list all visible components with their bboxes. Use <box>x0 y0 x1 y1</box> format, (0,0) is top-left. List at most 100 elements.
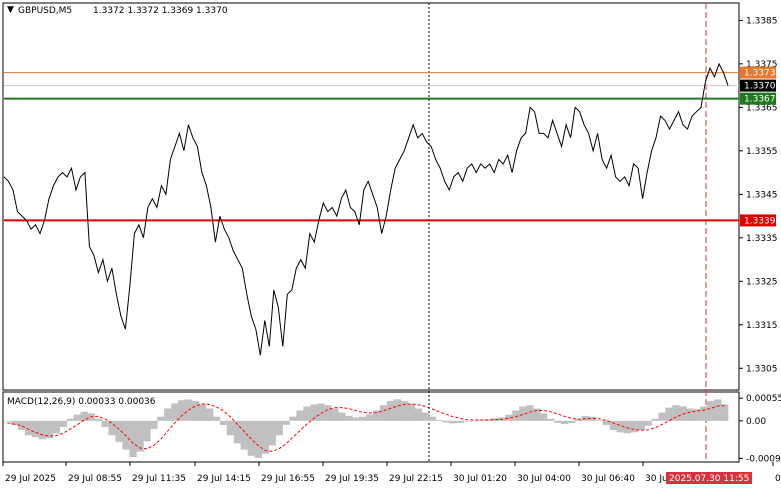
macd-histogram-bar <box>331 408 339 421</box>
macd-histogram-bar <box>707 401 715 421</box>
macd-histogram-bar <box>338 412 346 421</box>
macd-histogram-bar <box>303 406 311 421</box>
macd-histogram-bar <box>637 420 645 430</box>
crosshair-time-bg <box>666 472 752 484</box>
macd-histogram-bar <box>282 420 290 425</box>
macd-histogram-bar <box>4 420 12 422</box>
macd-histogram-bar <box>212 416 221 421</box>
macd-histogram-bar <box>519 406 527 421</box>
price-series-line <box>3 62 729 356</box>
macd-histogram-bar <box>101 420 109 427</box>
macd-histogram-bar <box>407 404 416 421</box>
macd-histogram-bar <box>665 407 673 421</box>
macd-histogram-bar <box>435 420 443 421</box>
macd-histogram-bar <box>658 412 666 421</box>
resistance-orange-label-bg <box>740 66 776 79</box>
symbol-dropdown-icon[interactable]: ▼ <box>7 5 14 15</box>
macd-histogram-bar <box>296 410 304 421</box>
macd-histogram-bar <box>240 420 249 450</box>
macd-histogram-bar <box>463 420 471 422</box>
price-tick-label: 1.3315 <box>746 321 778 331</box>
macd-histogram-bar <box>17 420 26 430</box>
time-tick-label: 30 Jul 04:00 <box>517 474 571 484</box>
macd-histogram-bar <box>393 399 402 421</box>
macd-histogram-bar <box>268 420 276 446</box>
macd-histogram-bar <box>714 399 722 421</box>
macd-histogram-bar <box>198 404 207 421</box>
macd-histogram-bar <box>45 420 54 439</box>
time-tick-label: 30 Jul <box>645 474 670 484</box>
macd-tick-label: 0.00 <box>746 417 766 427</box>
macd-histogram-bar <box>261 420 269 454</box>
price-tick-label: 1.3385 <box>746 16 778 26</box>
macd-histogram-bar <box>414 408 423 421</box>
macd-histogram-bar <box>80 411 88 421</box>
macd-histogram-bar <box>386 401 395 421</box>
macd-histogram-bar <box>345 415 353 421</box>
time-tick-label: 29 Jul 16:55 <box>261 474 315 484</box>
macd-histogram-bar <box>491 418 499 421</box>
macd-histogram-bar <box>379 405 388 421</box>
macd-histogram-bar <box>115 420 123 443</box>
macd-histogram-bar <box>366 414 374 421</box>
macd-histogram-bar <box>623 420 631 434</box>
macd-histogram-bar <box>616 420 624 433</box>
macd-histogram-bar <box>595 420 604 421</box>
macd-histogram-bar <box>630 420 638 433</box>
macd-histogram-bar <box>205 408 214 421</box>
macd-histogram-bar <box>289 416 297 421</box>
price-tick-label: 1.3375 <box>746 60 778 70</box>
support-green-label: 1.3367 <box>744 95 776 105</box>
macd-histogram-bar <box>143 420 151 442</box>
time-tick-label: 30 Jul 01:20 <box>453 474 507 484</box>
macd-histogram-bar <box>560 420 569 425</box>
macd-histogram-bar <box>24 420 33 436</box>
macd-tick-label: -0.00091 <box>746 454 781 464</box>
support-red-label-bg <box>740 214 776 227</box>
macd-histogram-bar <box>310 404 318 421</box>
macd-histogram-bar <box>574 418 583 421</box>
macd-label: MACD(12,26,9) 0.00033 0.00036 <box>7 397 156 407</box>
macd-histogram-bar <box>11 420 19 425</box>
macd-histogram-bar <box>505 414 513 421</box>
macd-histogram-bar <box>421 412 430 421</box>
macd-histogram-bar <box>686 408 694 421</box>
price-tick-label: 1.3325 <box>746 277 778 287</box>
macd-histogram-bar <box>94 418 102 421</box>
macd-histogram-bar <box>275 420 283 436</box>
macd-histogram-bar <box>59 420 68 427</box>
macd-histogram-bar <box>129 420 137 457</box>
macd-histogram-bar <box>317 403 325 421</box>
ohlc-quote: 1.3372 1.3372 1.3369 1.3370 <box>93 6 228 16</box>
support-red-label: 1.3339 <box>744 216 776 226</box>
price-tick-label: 1.3305 <box>746 364 778 374</box>
macd-histogram-bar <box>428 416 437 421</box>
macd-histogram-bar <box>721 404 729 421</box>
macd-histogram-bar <box>400 401 409 421</box>
time-tick-label: 00 <box>775 474 781 484</box>
macd-histogram-bar <box>31 420 40 438</box>
macd-histogram-bar <box>554 420 562 423</box>
macd-histogram-bar <box>602 420 611 425</box>
macd-histogram-bar <box>533 408 541 421</box>
current-price-label: 1.3370 <box>744 82 776 92</box>
price-panel[interactable] <box>2 2 740 391</box>
macd-histogram-bar <box>470 420 478 422</box>
macd-histogram-bar <box>359 416 367 421</box>
macd-histogram-bar <box>73 414 81 421</box>
macd-histogram-bar <box>157 416 165 421</box>
time-tick-label: 29 Jul 2025 <box>5 474 56 484</box>
macd-histogram-bar <box>192 401 200 421</box>
time-tick-label: 29 Jul 22:15 <box>389 474 443 484</box>
macd-histogram-bar <box>512 410 520 421</box>
macd-histogram-bar <box>547 418 555 421</box>
macd-histogram-bar <box>150 420 158 429</box>
macd-histogram-bar <box>693 409 701 421</box>
macd-histogram-bar <box>254 420 262 458</box>
macd-histogram-bar <box>52 420 61 434</box>
macd-histogram-bar <box>373 410 381 421</box>
macd-histogram-bar <box>526 405 534 421</box>
symbol-label: GBPUSD,M5 <box>18 6 72 16</box>
macd-histogram-bar <box>567 420 576 423</box>
